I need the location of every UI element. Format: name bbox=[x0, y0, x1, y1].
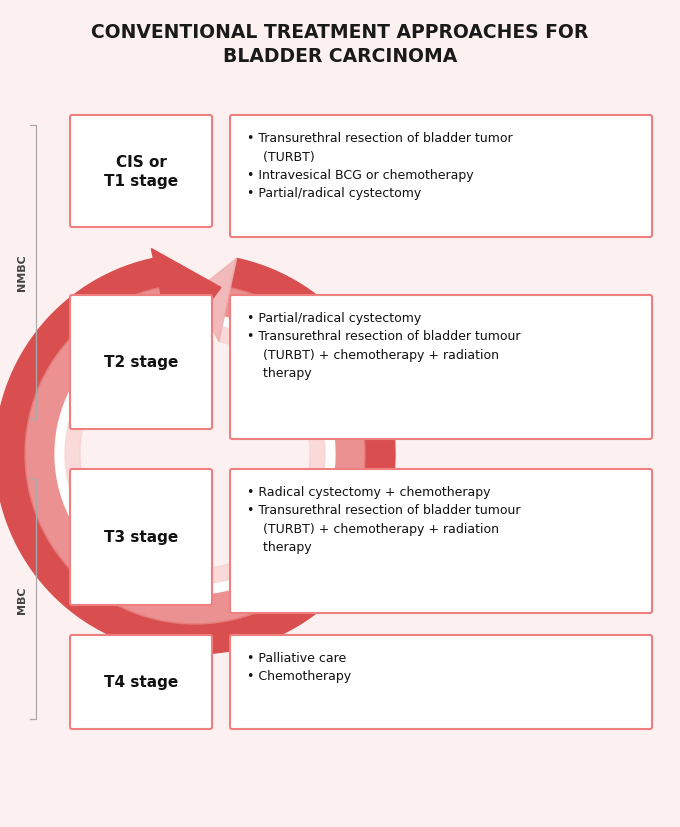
FancyBboxPatch shape bbox=[70, 116, 212, 227]
FancyBboxPatch shape bbox=[70, 470, 212, 605]
Text: T3 stage: T3 stage bbox=[104, 530, 178, 545]
Text: BLADDER CARCINOMA: BLADDER CARCINOMA bbox=[223, 47, 457, 66]
Polygon shape bbox=[55, 318, 335, 595]
Text: • Transurethral resection of bladder tumor
    (TURBT)
• Intravesical BCG or che: • Transurethral resection of bladder tum… bbox=[247, 131, 513, 200]
FancyBboxPatch shape bbox=[230, 635, 652, 729]
FancyBboxPatch shape bbox=[230, 470, 652, 614]
Text: T2 stage: T2 stage bbox=[104, 355, 178, 370]
Text: T4 stage: T4 stage bbox=[104, 675, 178, 690]
Text: CIS or
T1 stage: CIS or T1 stage bbox=[104, 155, 178, 189]
Text: CONVENTIONAL TREATMENT APPROACHES FOR: CONVENTIONAL TREATMENT APPROACHES FOR bbox=[91, 22, 589, 41]
FancyBboxPatch shape bbox=[70, 635, 212, 729]
Text: • Partial/radical cystectomy
• Transurethral resection of bladder tumour
    (TU: • Partial/radical cystectomy • Transuret… bbox=[247, 312, 520, 380]
Polygon shape bbox=[194, 259, 237, 342]
FancyBboxPatch shape bbox=[230, 116, 652, 237]
Polygon shape bbox=[0, 259, 395, 654]
Polygon shape bbox=[25, 289, 365, 624]
Text: • Radical cystectomy + chemotherapy
• Transurethral resection of bladder tumour
: • Radical cystectomy + chemotherapy • Tr… bbox=[247, 485, 520, 554]
Polygon shape bbox=[152, 249, 221, 351]
Polygon shape bbox=[65, 327, 325, 585]
Text: MBC: MBC bbox=[17, 586, 27, 613]
Text: • Palliative care
• Chemotherapy: • Palliative care • Chemotherapy bbox=[247, 651, 351, 682]
FancyBboxPatch shape bbox=[230, 295, 652, 439]
Text: NMBC: NMBC bbox=[17, 255, 27, 291]
FancyBboxPatch shape bbox=[70, 295, 212, 429]
